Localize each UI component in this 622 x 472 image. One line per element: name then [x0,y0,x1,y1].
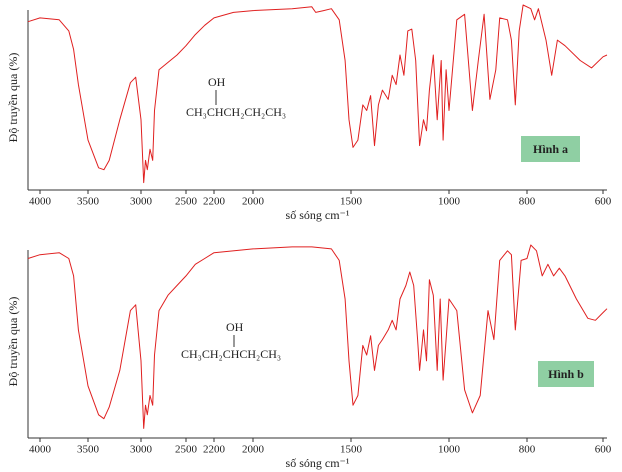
x-tick-label: 2200 [203,196,226,208]
x-tick-label: 600 [595,444,612,456]
x-tick-label: 4000 [29,196,52,208]
figure-label: Hình a [533,142,568,156]
x-axis-label: số sóng cm⁻¹ [286,208,350,222]
figure-badge [538,361,594,387]
x-tick-label: 3500 [77,444,100,456]
x-tick-label: 4000 [29,444,52,456]
x-tick-label: 800 [519,196,536,208]
x-axis-label: số sóng cm⁻¹ [286,456,350,470]
spectrum-line [27,244,608,429]
y-axis-label: Độ truyền qua (%) [6,53,20,143]
x-tick-label: 1500 [340,444,363,456]
chain: CH₃CHCH₂CH₂CH₃ [186,105,286,119]
x-tick-label: 600 [595,196,612,208]
y-axis-label: Độ truyền qua (%) [6,297,20,387]
x-tick-label: 2500 [175,444,198,456]
x-tick-label: 2500 [175,196,198,208]
x-tick-label: 1000 [438,444,461,456]
figure-label: Hình b [548,367,584,381]
figure-badge [521,136,580,162]
substituent: OH [208,75,226,89]
x-tick-label: 3500 [77,196,100,208]
x-tick-label: 800 [519,444,536,456]
x-tick-label: 1000 [438,196,461,208]
x-tick-label: 3000 [130,196,153,208]
chain: CH₃CH₂CHCH₂CH₃ [181,347,281,361]
x-tick-label: 1500 [340,196,363,208]
x-tick-label: 3000 [130,444,153,456]
substituent: OH [226,320,244,334]
x-tick-label: 2200 [203,444,226,456]
x-tick-label: 2000 [242,444,265,456]
spectrum-line [27,4,608,184]
x-tick-label: 2000 [242,196,265,208]
